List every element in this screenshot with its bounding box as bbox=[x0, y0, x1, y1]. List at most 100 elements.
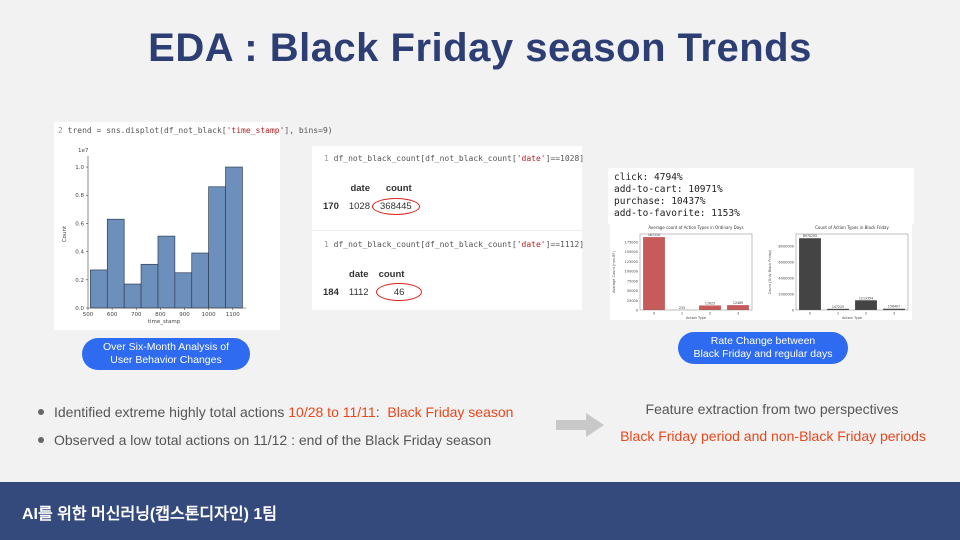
rate-line-add-to-cart: add-to-cart: 10971% bbox=[614, 184, 723, 195]
y-axis-label: Count bbox=[62, 225, 68, 242]
code-string: 'date' bbox=[516, 240, 546, 249]
histogram-bar bbox=[123, 283, 142, 309]
y-tick-label: 0.6 bbox=[75, 221, 84, 227]
x-tick-label: 0 bbox=[809, 312, 811, 316]
highlight-circle bbox=[372, 198, 420, 215]
action-type-bar bbox=[699, 305, 721, 310]
x-tick-label: 600 bbox=[107, 312, 118, 318]
bar-data-label: 11625 bbox=[705, 301, 715, 305]
caption-line: Black Friday and regular days bbox=[693, 348, 833, 360]
x-tick-label: 2 bbox=[709, 312, 711, 316]
y-axis-label: Count (Only Black Friday) bbox=[768, 249, 772, 294]
y-tick-label: 75000 bbox=[627, 279, 638, 283]
bar-data-label: 1213354 bbox=[859, 296, 873, 300]
histogram-bar bbox=[90, 269, 108, 309]
histogram-bar bbox=[225, 166, 243, 309]
action-type-bar bbox=[727, 305, 749, 310]
action-type-bar bbox=[855, 300, 877, 310]
x-tick-label: 900 bbox=[179, 312, 190, 318]
code-text: trend = sns.displot(df_not_black[ bbox=[67, 126, 227, 135]
histogram-panel: 2 trend = sns.displot(df_not_black['time… bbox=[54, 122, 333, 330]
histogram-bar bbox=[208, 186, 226, 309]
caption-pill-six-month: Over Six-Month Analysis of User Behavior… bbox=[82, 338, 250, 370]
chart-title: Average count of Action Types in Ordinar… bbox=[648, 225, 743, 230]
code-text-end: ], bins=9) bbox=[284, 126, 333, 135]
y-axis-label: Average Count (non-BF) bbox=[612, 250, 616, 292]
chart-frame bbox=[795, 233, 909, 311]
row-index: 170 bbox=[323, 200, 339, 212]
y-tick-label: 2000000 bbox=[778, 293, 794, 297]
code-cell-filter-1112: 1 df_not_black_count[df_not_black_count[… bbox=[324, 240, 584, 249]
code-string: 'date' bbox=[516, 154, 546, 163]
action-type-bar bbox=[827, 308, 849, 310]
x-tick-label: 800 bbox=[155, 312, 166, 318]
caption-pill-rate-change: Rate Change between Black Friday and reg… bbox=[678, 332, 848, 364]
action-type-bar bbox=[799, 238, 821, 310]
action-type-bar bbox=[883, 308, 905, 310]
y-tick-label: 8000000 bbox=[778, 245, 794, 249]
y-tick-label: 0 bbox=[792, 309, 794, 313]
chart-frame bbox=[639, 233, 753, 311]
rate-line-click: click: 4794% bbox=[614, 172, 683, 183]
action-type-bar-charts: Average count of Action Types in Ordinar… bbox=[612, 225, 909, 320]
histogram-bar bbox=[106, 218, 125, 309]
y-tick-label: 0.4 bbox=[75, 250, 84, 256]
rate-output-text: click: 4794% add-to-cart: 10971% purchas… bbox=[614, 172, 740, 220]
x-tick-label: 1100 bbox=[226, 312, 240, 318]
finding-date-range: 10/28 to 11/11 bbox=[288, 404, 376, 420]
x-tick-label: 1 bbox=[837, 312, 839, 316]
y-tick-label: 50000 bbox=[627, 289, 638, 293]
finding-colon: : bbox=[375, 404, 388, 420]
y-scale-label: 1e7 bbox=[78, 148, 89, 154]
y-tick-label: 175000 bbox=[625, 240, 638, 244]
x-tick-label: 3 bbox=[737, 312, 739, 316]
x-tick-label: 2 bbox=[865, 312, 867, 316]
right-arrow-icon bbox=[556, 413, 604, 437]
highlight-circle bbox=[376, 283, 422, 301]
action-type-charts-panel: Average count of Action Types in Ordinar… bbox=[610, 224, 912, 320]
rate-line-purchase: purchase: 10437% bbox=[614, 196, 706, 207]
conclusion-line-1: Feature extraction from two perspectives bbox=[645, 401, 899, 417]
column-header: count bbox=[378, 268, 405, 280]
x-tick-label: 700 bbox=[131, 312, 142, 318]
bar-data-label: 187110 bbox=[648, 233, 660, 237]
cell-date: 1112 bbox=[348, 286, 369, 298]
rate-line-add-to-favorite: add-to-favorite: 1153% bbox=[614, 208, 740, 219]
column-header: date bbox=[349, 268, 369, 280]
caption-line: User Behavior Changes bbox=[110, 354, 222, 366]
caption-line: Over Six-Month Analysis of bbox=[102, 341, 230, 353]
finding-season: Black Friday season bbox=[387, 404, 514, 420]
bar-data-label: 233 bbox=[679, 306, 685, 310]
y-tick-label: 0 bbox=[636, 309, 638, 313]
conclusion-line-2: Black Friday period and non-Black Friday… bbox=[620, 428, 926, 444]
x-axis-label: Action Type bbox=[842, 316, 862, 320]
time-stamp-histogram: 1e7 0.0 0.2 0.4 0.6 0.8 1.0 500 600 700 800 900 1000… bbox=[62, 148, 246, 325]
x-axis-label: Action Type bbox=[686, 316, 706, 320]
x-tick-label: 1000 bbox=[202, 312, 216, 318]
code-cell-filter-1028: 1 df_not_black_count[df_not_black_count[… bbox=[324, 154, 584, 163]
y-tick-label: 6000000 bbox=[778, 261, 794, 265]
action-type-chart: Average count of Action Types in Ordinar… bbox=[612, 225, 753, 320]
bar-data-label: 156407 bbox=[888, 305, 900, 309]
code-line-number: 1 bbox=[324, 240, 329, 249]
x-axis-label: time_stamp bbox=[148, 319, 181, 325]
code-text: df_not_black_count[df_not_black_count[ bbox=[333, 154, 517, 163]
y-tick-label: 100000 bbox=[625, 270, 638, 274]
code-text: df_not_black_count[df_not_black_count[ bbox=[333, 240, 517, 249]
footer-team-label: AI를 위한 머신러닝(캡스톤디자인) 1팀 bbox=[22, 506, 277, 523]
column-header: count bbox=[385, 182, 412, 194]
x-tick-label: 1 bbox=[681, 312, 683, 316]
code-line-number: 1 bbox=[324, 154, 329, 163]
row-index: 184 bbox=[323, 286, 339, 298]
code-text-end: ]==1112] bbox=[545, 240, 585, 249]
chart-title: Count of Action Types in Black Friday bbox=[815, 225, 889, 230]
y-tick-label: 0.2 bbox=[75, 278, 84, 284]
code-line-number: 2 bbox=[58, 126, 63, 135]
y-tick-label: 125000 bbox=[625, 260, 638, 264]
bar-data-label: 8970255 bbox=[803, 234, 817, 238]
page-title: EDA : Black Friday season Trends bbox=[148, 26, 812, 70]
y-tick-label: 4000000 bbox=[778, 277, 794, 281]
cell-date: 1028 bbox=[348, 200, 370, 212]
bar-data-label: 147225 bbox=[832, 305, 844, 309]
bar-data-label: 12489 bbox=[733, 301, 743, 305]
